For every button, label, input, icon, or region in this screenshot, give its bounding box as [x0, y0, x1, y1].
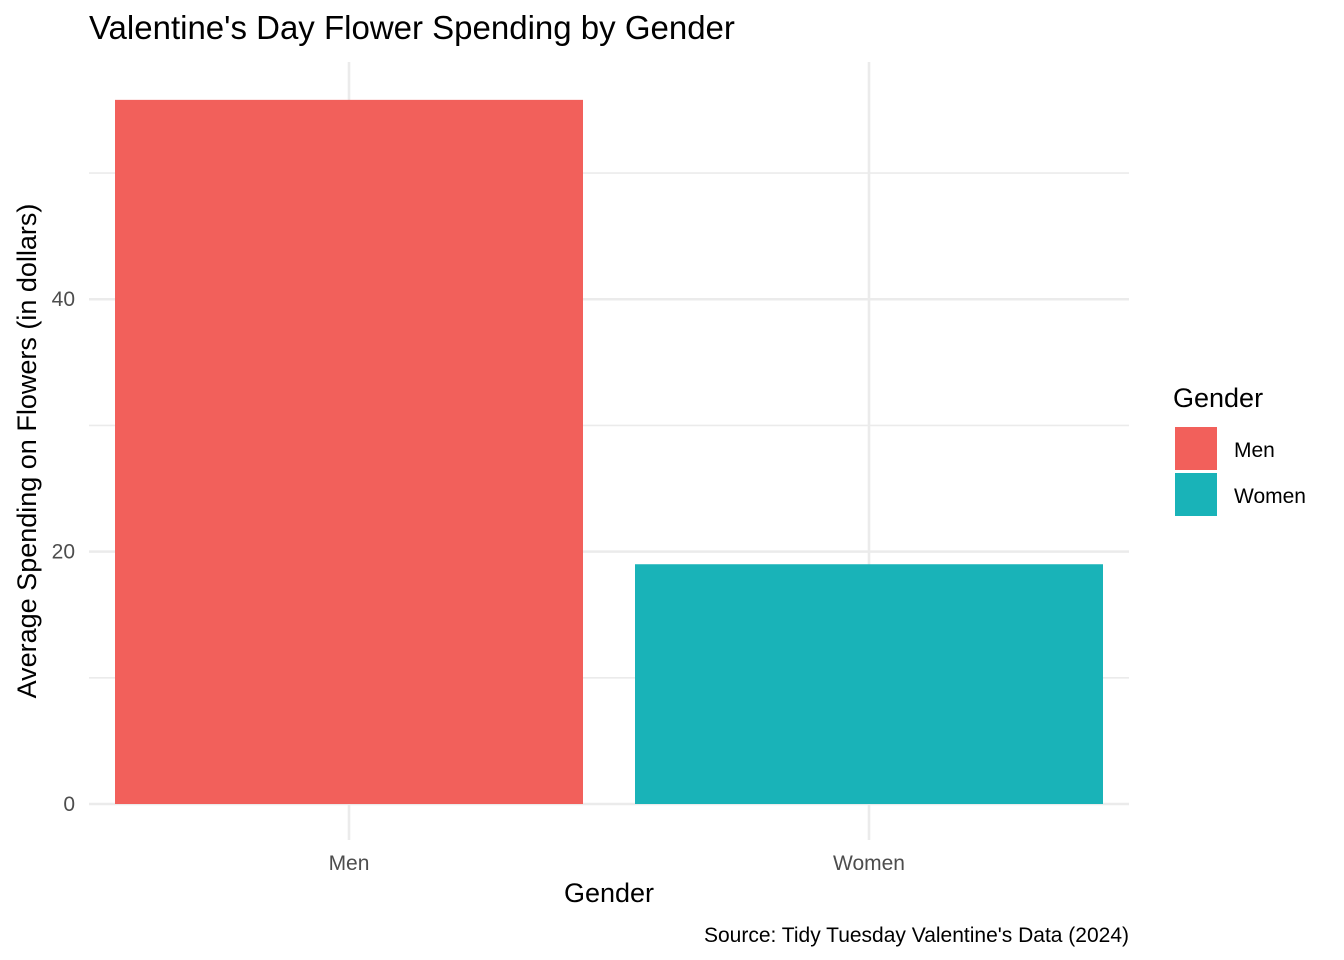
x-axis-ticks: Men Women	[329, 852, 905, 875]
chart-caption: Source: Tidy Tuesday Valentine's Data (2…	[704, 924, 1129, 947]
y-tick-label: 20	[52, 541, 75, 564]
chart-title: Valentine's Day Flower Spending by Gende…	[89, 9, 735, 46]
legend-swatch-women	[1175, 473, 1217, 516]
legend-label-men: Men	[1234, 439, 1275, 462]
y-tick-label: 40	[52, 288, 75, 311]
bar-women	[635, 564, 1103, 804]
x-axis-title: Gender	[564, 878, 654, 908]
y-tick-label: 0	[63, 793, 75, 816]
x-tick-label: Women	[833, 852, 905, 875]
y-axis-ticks: 0 20 40	[52, 288, 75, 816]
bar-men	[115, 99, 583, 805]
legend: Gender Men Women	[1173, 383, 1306, 516]
x-tick-label: Men	[329, 852, 370, 875]
y-axis-title: Average Spending on Flowers (in dollars)	[12, 204, 42, 699]
legend-swatch-men	[1175, 427, 1217, 470]
bars	[115, 99, 1103, 805]
legend-title: Gender	[1173, 383, 1263, 413]
legend-label-women: Women	[1234, 485, 1306, 508]
